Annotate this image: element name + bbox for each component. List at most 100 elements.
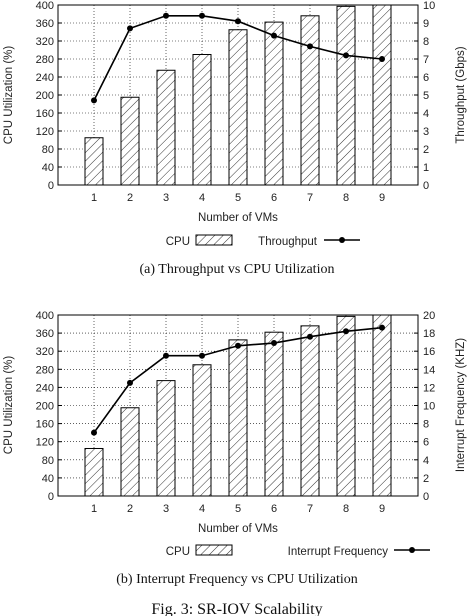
series-point xyxy=(379,56,385,62)
legend-marker-interrupt-frequency-b xyxy=(409,547,415,553)
series-point xyxy=(127,379,133,386)
y-tick-label: 120 xyxy=(36,437,54,449)
series-point xyxy=(91,97,97,104)
x-tick-label: 3 xyxy=(163,192,169,204)
y-tick-labels-a: 0 40 80 120 160 200 240 280 320 360 400 xyxy=(36,0,54,192)
y2-tick-label: 4 xyxy=(423,455,429,467)
series-point xyxy=(163,352,169,359)
cpu-bar xyxy=(372,314,392,497)
series-point xyxy=(307,43,313,50)
x-tick-label: 1 xyxy=(91,503,97,515)
y-axis-label-a: CPU Utilization (%) xyxy=(3,46,15,145)
cpu-bar xyxy=(264,331,284,497)
y-tick-label: 0 xyxy=(48,491,54,503)
plot-frame-b xyxy=(57,314,419,497)
series-point xyxy=(307,333,313,340)
y-tick-label: 400 xyxy=(36,310,54,322)
series-point xyxy=(199,12,205,19)
y-tick-label: 0 xyxy=(48,180,54,192)
x-tick-label: 7 xyxy=(307,192,313,204)
cpu-bar xyxy=(336,5,356,186)
chart-panel-a: 0 40 80 120 160 200 240 280 320 360 400 0 1 2 3 4 5 6 7 8 9… xyxy=(3,0,467,277)
y-tick-labels-b: 0 40 80 120 160 200 240 280 320 360 400 xyxy=(36,310,54,503)
cpu-bars-b xyxy=(84,314,392,497)
y-tick-label: 80 xyxy=(42,144,54,156)
y2-tick-label: 2 xyxy=(423,144,429,156)
y2-tick-label: 6 xyxy=(423,437,429,449)
y-tick-label: 320 xyxy=(36,346,54,358)
cpu-bar xyxy=(84,137,104,186)
y2-tick-label: 14 xyxy=(423,364,435,376)
cpu-bar xyxy=(156,69,176,186)
y-tick-label: 280 xyxy=(36,364,54,376)
series-point xyxy=(163,12,169,19)
series-point xyxy=(235,18,241,25)
legend-label-cpu-b: CPU xyxy=(166,546,190,558)
x-tick-label: 9 xyxy=(379,503,385,515)
y2-tick-label: 20 xyxy=(423,310,435,322)
caption-b: (b) Interrupt Frequency vs CPU Utilizati… xyxy=(116,572,357,587)
interrupt-frequency-line-b xyxy=(91,324,385,436)
x-tick-labels-b: 1 2 3 4 5 6 7 8 9 xyxy=(91,503,385,515)
y2-axis-label-b: Interrupt Frequency (KHZ) xyxy=(455,338,467,472)
series-point xyxy=(343,52,349,59)
y-axis-label-b: CPU Utilization (%) xyxy=(3,356,15,455)
cpu-bar xyxy=(228,339,248,497)
y2-tick-label: 18 xyxy=(423,328,435,340)
y-tick-label: 400 xyxy=(36,0,54,12)
x-tick-label: 1 xyxy=(91,192,97,204)
series-point xyxy=(271,32,277,39)
y-tick-label: 240 xyxy=(36,72,54,84)
y2-tick-label: 0 xyxy=(423,491,429,503)
x-tick-label: 3 xyxy=(163,503,169,515)
cpu-bar xyxy=(192,364,212,497)
y2-axis-label-a: Throughput (Gbps) xyxy=(455,46,467,143)
y2-tick-label: 8 xyxy=(423,419,429,431)
x-tick-label: 8 xyxy=(343,192,349,204)
x-axis-label-b: Number of VMs xyxy=(198,523,278,535)
y-tick-label: 160 xyxy=(36,108,54,120)
y-tick-label: 360 xyxy=(36,328,54,340)
y2-tick-label: 10 xyxy=(423,0,435,12)
cpu-bar xyxy=(372,4,392,186)
legend-a: CPU Throughput xyxy=(166,234,360,248)
series-point xyxy=(91,429,97,436)
y-tick-label: 240 xyxy=(36,382,54,394)
y-tick-label: 360 xyxy=(36,18,54,30)
y2-tick-label: 6 xyxy=(423,72,429,84)
series-point xyxy=(271,340,277,347)
series-point xyxy=(199,352,205,359)
x-axis-label-a: Number of VMs xyxy=(198,212,278,224)
legend-swatch-cpu-b xyxy=(195,544,233,556)
y-tick-label: 320 xyxy=(36,36,54,48)
x-tick-label: 4 xyxy=(199,192,205,204)
legend-swatch-cpu-a xyxy=(195,234,233,246)
y2-tick-label: 7 xyxy=(423,54,429,66)
y2-tick-label: 8 xyxy=(423,36,429,48)
y-tick-label: 120 xyxy=(36,126,54,138)
cpu-bar xyxy=(336,315,356,497)
x-tick-label: 4 xyxy=(199,503,205,515)
x-tick-label: 8 xyxy=(343,503,349,515)
caption-a: (a) Throughput vs CPU Utilization xyxy=(140,262,335,277)
y2-tick-label: 1 xyxy=(423,162,429,174)
y2-tick-label: 4 xyxy=(423,108,429,120)
y2-tick-label: 12 xyxy=(423,382,435,394)
y-tick-label: 160 xyxy=(36,419,54,431)
cpu-bar xyxy=(120,96,140,186)
series-point xyxy=(379,324,385,331)
x-tick-labels-a: 1 2 3 4 5 6 7 8 9 xyxy=(91,192,385,204)
y2-tick-label: 5 xyxy=(423,90,429,102)
y2-tick-labels-b: 0 2 4 6 8 10 12 14 16 18 20 xyxy=(423,310,435,503)
y2-tick-label: 10 xyxy=(423,401,435,413)
legend-label-cpu-a: CPU xyxy=(166,236,190,248)
y-tick-label: 280 xyxy=(36,54,54,66)
y-tick-label: 80 xyxy=(42,455,54,467)
legend-label-throughput-a: Throughput xyxy=(258,236,318,248)
cpu-bar xyxy=(120,407,140,497)
x-tick-label: 5 xyxy=(235,192,241,204)
y-tick-label: 40 xyxy=(42,162,54,174)
legend-label-interrupt-frequency-b: Interrupt Frequency xyxy=(288,546,389,558)
cpu-bar xyxy=(300,325,320,497)
